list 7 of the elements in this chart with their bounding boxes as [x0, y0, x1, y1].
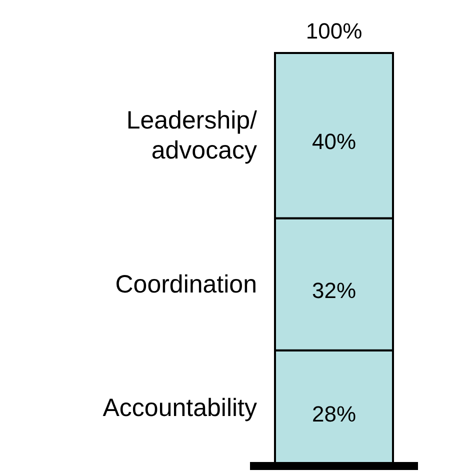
series-label: Leadership/ advocacy	[126, 106, 258, 165]
data-label: 28%	[312, 402, 356, 427]
series-label: Coordination	[115, 270, 257, 298]
data-label: 32%	[312, 278, 356, 303]
total-label: 100%	[306, 18, 362, 44]
series-label: Accountability	[102, 394, 258, 422]
data-label: 40%	[312, 129, 356, 154]
